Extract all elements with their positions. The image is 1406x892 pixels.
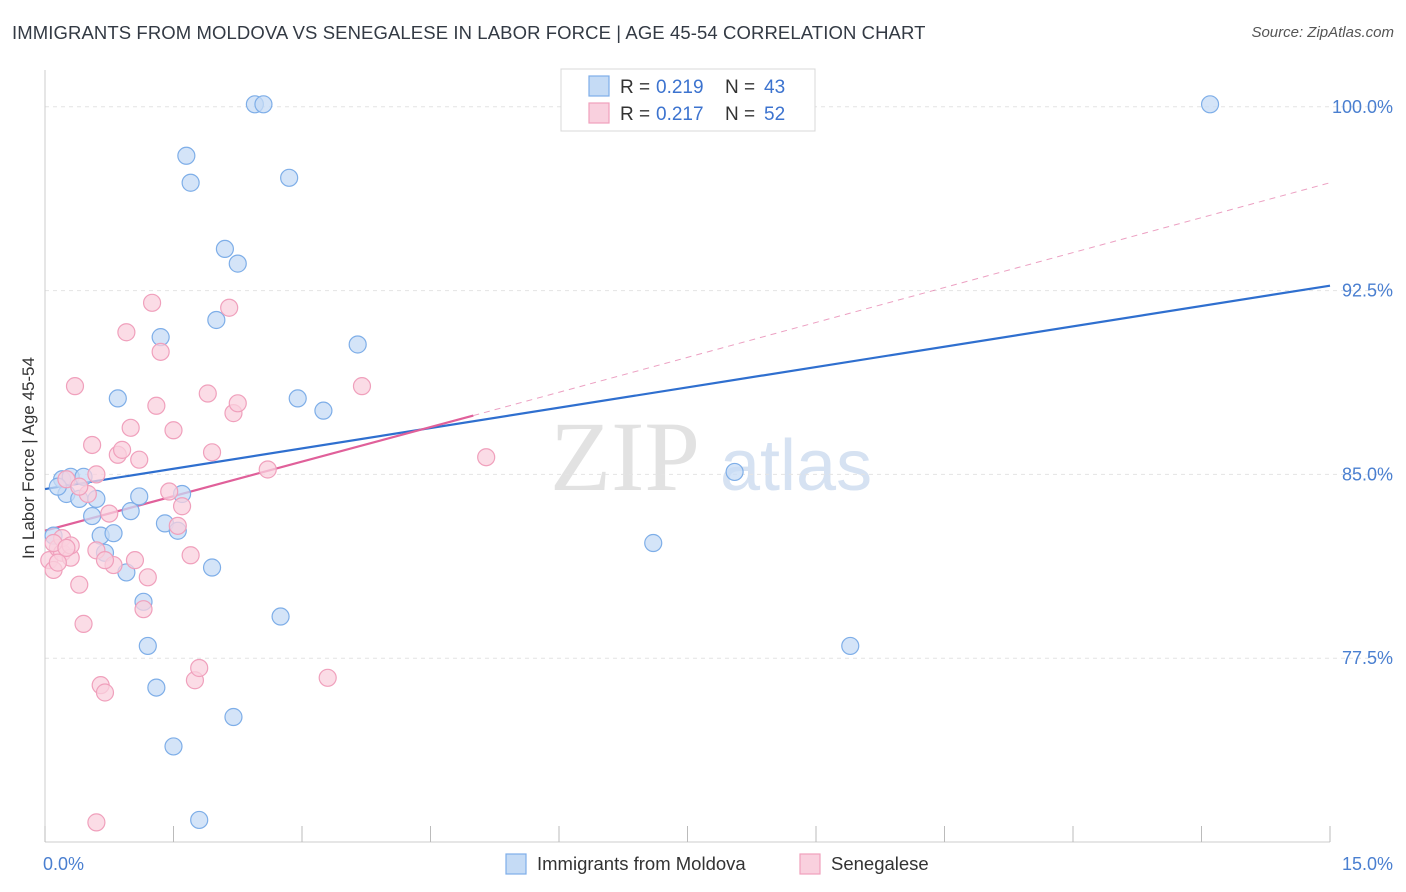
point-moldova-31	[254, 95, 273, 114]
point-senegalese-20	[125, 551, 145, 570]
point-moldova-16	[147, 678, 166, 697]
point-senegalese-10	[83, 435, 102, 455]
point-senegalese-14	[100, 504, 119, 523]
x-tick-label-1: 15.0%	[1342, 854, 1393, 874]
point-moldova-32	[271, 607, 290, 626]
point-moldova-12	[121, 502, 140, 521]
point-moldova-22	[177, 146, 196, 165]
point-senegalese-39	[258, 460, 277, 479]
point-senegalese-11	[87, 465, 106, 484]
point-moldova-19	[164, 737, 183, 756]
point-moldova-15	[138, 636, 157, 656]
point-senegalese-26	[151, 342, 170, 361]
point-moldova-9	[104, 524, 123, 543]
point-moldova-40	[1200, 95, 1220, 114]
legend-swatch-senegalese	[588, 102, 610, 124]
bottom-legend-senegalese: Senegalese	[831, 853, 929, 874]
point-senegalese-42	[477, 448, 496, 467]
legend-swatch-moldova	[588, 75, 610, 97]
x-tick-label-0: 0.0%	[43, 854, 84, 874]
point-senegalese-25	[147, 396, 166, 415]
y-tick-label-0: 100.0%	[1332, 97, 1393, 117]
y-tick-label-1: 92.5%	[1342, 281, 1393, 301]
point-senegalese-30	[172, 497, 192, 516]
legend-n-label-1: N =	[725, 77, 755, 98]
point-senegalese-17	[112, 440, 132, 459]
point-senegalese-41	[352, 377, 372, 396]
point-moldova-28	[224, 707, 243, 727]
point-moldova-37	[644, 533, 663, 553]
point-senegalese-34	[198, 384, 217, 403]
legend-r-label-2: R =	[620, 104, 650, 125]
point-senegalese-47	[48, 553, 67, 572]
y-tick-label-2: 85.0%	[1342, 464, 1393, 484]
series-legend: Immigrants from Moldova Senegalese	[505, 853, 929, 875]
trend-line-senegalese-extension	[473, 182, 1331, 417]
point-moldova-34	[288, 389, 307, 408]
y-tick-label-3: 77.5%	[1342, 648, 1393, 668]
point-moldova-29	[228, 254, 247, 273]
chart-title: IMMIGRANTS FROM MOLDOVA VS SENEGALESE IN…	[12, 22, 926, 43]
point-moldova-33	[280, 168, 299, 187]
point-senegalese-18	[117, 323, 136, 342]
point-senegalese-24	[142, 293, 162, 312]
bottom-legend-moldova: Immigrants from Moldova	[537, 853, 746, 874]
point-senegalese-6	[65, 377, 85, 396]
bottom-legend-swatch-moldova	[505, 853, 527, 875]
bottom-legend-swatch-senegalese	[799, 853, 821, 875]
watermark-zip: ZIP	[550, 401, 700, 512]
point-senegalese-8	[74, 614, 93, 633]
point-senegalese-40	[318, 668, 337, 687]
axes	[44, 70, 1331, 843]
trend-line-moldova	[44, 284, 1331, 491]
point-moldova-23	[181, 173, 200, 192]
point-senegalese-27	[160, 482, 179, 501]
point-senegalese-23	[138, 568, 157, 587]
legend-r-value-2: 0.217	[656, 104, 704, 125]
point-senegalese-22	[134, 600, 153, 619]
point-moldova-10	[108, 389, 127, 408]
point-senegalese-33	[190, 658, 209, 678]
point-senegalese-49	[95, 551, 115, 570]
point-moldova-5	[83, 506, 102, 526]
y-axis-label: In Labor Force | Age 45-54	[19, 357, 38, 559]
data-points	[40, 95, 1220, 832]
legend-r-label-1: R =	[620, 77, 650, 98]
point-moldova-13	[130, 487, 149, 506]
source-label: Source: ZipAtlas.com	[1251, 24, 1394, 41]
point-moldova-35	[314, 401, 333, 420]
point-senegalese-51	[70, 477, 89, 496]
point-senegalese-28	[164, 421, 183, 440]
point-moldova-27	[215, 239, 234, 259]
point-senegalese-38	[228, 394, 247, 413]
point-moldova-24	[190, 810, 209, 830]
stats-legend: R = 0.219 N = 43 R = 0.217 N = 52	[560, 68, 816, 132]
point-senegalese-46	[57, 538, 76, 558]
point-senegalese-13	[95, 683, 115, 702]
point-senegalese-36	[220, 298, 239, 317]
point-senegalese-29	[168, 516, 187, 535]
point-moldova-38	[725, 462, 744, 482]
point-moldova-26	[207, 310, 226, 330]
watermark-atlas: atlas	[720, 426, 872, 506]
point-moldova-39	[841, 636, 860, 656]
point-senegalese-21	[130, 450, 149, 469]
x-tick-labels: 0.0% 15.0%	[43, 854, 1393, 874]
y-tick-labels: 100.0% 92.5% 85.0% 77.5%	[1332, 97, 1393, 668]
legend-n-value-2: 52	[764, 104, 785, 125]
point-senegalese-19	[121, 418, 140, 437]
legend-n-label-2: N =	[725, 104, 755, 125]
point-moldova-25	[202, 558, 222, 577]
point-senegalese-31	[181, 546, 200, 565]
point-senegalese-50	[87, 813, 106, 832]
legend-r-value-1: 0.219	[656, 77, 704, 98]
legend-n-value-1: 43	[764, 77, 785, 98]
point-senegalese-35	[202, 443, 222, 462]
point-moldova-36	[348, 335, 367, 354]
point-senegalese-7	[70, 575, 89, 594]
